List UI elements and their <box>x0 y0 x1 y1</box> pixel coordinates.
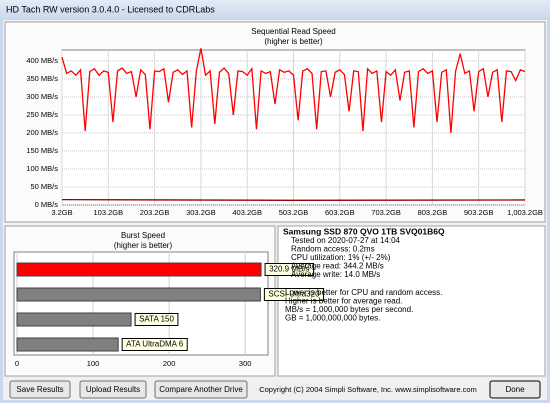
info-note: Higher is better for average read. <box>285 297 402 306</box>
x-tick-label: 1,003.2GB <box>507 208 543 217</box>
bar-label: 320.9 MB/s <box>269 265 309 274</box>
y-tick-label: 300 MB/s <box>26 92 58 101</box>
info-line: Tested on 2020-07-27 at 14:04 <box>291 236 401 245</box>
x-tick-label: 203.2GB <box>140 208 170 217</box>
chart-subtitle: (higher is better) <box>264 37 323 46</box>
button[interactable] <box>79 380 147 399</box>
bar-label-box <box>264 263 315 276</box>
y-tick-label: 150 MB/s <box>26 146 58 155</box>
info-line: CPU utilization: 1% (+/- 2%) <box>291 253 391 262</box>
chart-subtitle: (higher is better) <box>114 241 173 250</box>
x-tick-label: 703.2GB <box>371 208 401 217</box>
data-line <box>61 198 526 201</box>
x-tick-label: 3.2GB <box>51 208 72 217</box>
data-line <box>61 48 526 133</box>
info-note: GB = 1,000,000,000 bytes. <box>285 314 380 323</box>
bar-label: SATA 150 <box>139 315 174 324</box>
y-tick-label: 400 MB/s <box>26 56 58 65</box>
window-title: HD Tach RW version 3.0.4.0 - Licensed to… <box>6 4 215 14</box>
info-line: Average write: 14.0 MB/s <box>291 270 380 279</box>
chart-title: Burst Speed <box>121 231 165 240</box>
y-tick-label: 0 MB/s <box>35 200 59 209</box>
button[interactable] <box>154 380 248 399</box>
copyright: Copyright (C) 2004 Simpli Software, Inc.… <box>259 385 477 394</box>
x-tick-label: 200 <box>163 359 176 368</box>
bar-label: ATA UltraDMA 6 <box>126 340 184 349</box>
info-note: Lower is better for CPU and random acces… <box>285 288 442 297</box>
bar-label-box <box>263 288 325 301</box>
info-line: Random access: 0.2ms <box>291 245 375 254</box>
x-tick-label: 403.2GB <box>232 208 262 217</box>
y-tick-label: 250 MB/s <box>26 110 58 119</box>
button[interactable] <box>489 380 541 399</box>
x-tick-label: 100 <box>87 359 100 368</box>
drive-name: Samsung SSD 870 QVO 1TB SVQ01B6Q <box>283 226 445 236</box>
y-tick-label: 100 MB/s <box>26 164 58 173</box>
x-tick-label: 303.2GB <box>186 208 216 217</box>
bar-label-box <box>121 338 188 351</box>
chart-title: Sequential Read Speed <box>251 27 336 36</box>
bar <box>16 262 262 277</box>
x-tick-label: 603.2GB <box>325 208 355 217</box>
x-tick-label: 903.2GB <box>464 208 494 217</box>
info-line: Average read: 344.2 MB/s <box>291 262 384 271</box>
y-tick-label: 50 MB/s <box>30 182 58 191</box>
button-label[interactable]: Done <box>505 385 525 394</box>
y-tick-label: 200 MB/s <box>26 128 58 137</box>
bar <box>16 337 119 352</box>
x-tick-label: 503.2GB <box>279 208 309 217</box>
title-bar <box>0 0 550 20</box>
x-tick-label: 0 <box>15 359 19 368</box>
button-label[interactable]: Upload Results <box>86 385 140 394</box>
bar-label: SCSI Ultra320 <box>268 290 320 299</box>
button-label[interactable]: Save Results <box>16 385 63 394</box>
x-tick-label: 803.2GB <box>418 208 448 217</box>
button[interactable] <box>9 380 71 399</box>
bar-label-box <box>134 313 179 326</box>
x-tick-label: 103.2GB <box>93 208 123 217</box>
bar <box>16 287 261 302</box>
y-tick-label: 350 MB/s <box>26 74 58 83</box>
button-label[interactable]: Compare Another Drive <box>159 385 243 394</box>
info-note: MB/s = 1,000,000 bytes per second. <box>285 305 413 314</box>
x-tick-label: 300 <box>239 359 252 368</box>
bar <box>16 312 132 327</box>
